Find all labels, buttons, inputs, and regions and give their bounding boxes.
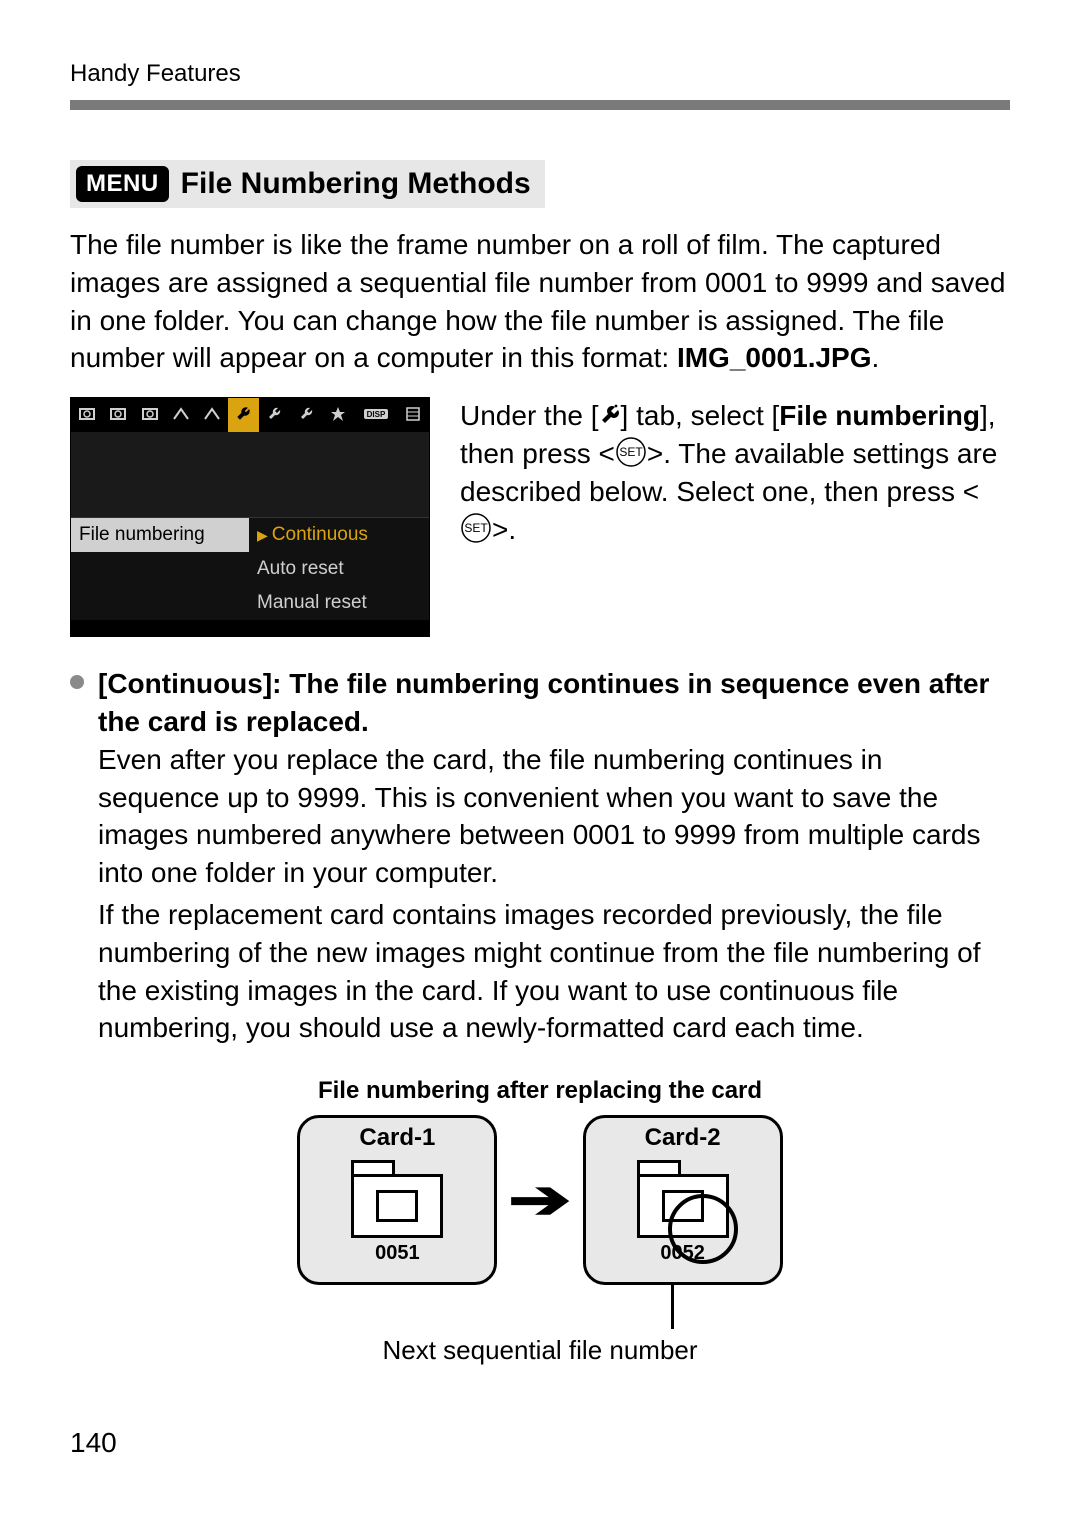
menu-row-option: Auto reset [71,552,429,586]
instructions-text: Under the [ ] tab, select [File numbering… [460,397,1010,637]
wrench-icon [599,403,621,429]
menu-option-manual-reset: Manual reset [249,592,429,614]
card-1: Card-1 0051 [297,1115,497,1285]
menu-row-label: File numbering [71,518,249,552]
menu-tab-icon [134,398,165,432]
lead-line [671,1285,674,1329]
menu-tab-wrench-icon [228,398,259,432]
svg-text:SET: SET [464,521,488,535]
diagram-caption: Next sequential file number [382,1335,697,1366]
menu-option-auto-reset: Auto reset [249,558,429,580]
menu-row-label-empty [71,586,249,620]
intro-text-tail: . [872,342,880,373]
page-number: 140 [70,1427,117,1459]
section-heading: MENU File Numbering Methods [70,160,545,208]
folder-icon [637,1160,729,1238]
menu-row-option: Manual reset [71,586,429,620]
bullet-continuous: [Continuous]: The file numbering continu… [70,665,1010,1047]
bullet-dot-icon [70,675,84,689]
menu-and-instructions: DISP File numbering ▶ Continuous Auto re… [70,397,1010,637]
menu-tab-icon [71,398,102,432]
card-1-label: Card-1 [359,1124,435,1152]
instr-b: ] tab, select [ [621,400,780,431]
bullet-paragraph-2: If the replacement card contains images … [98,896,1010,1047]
triangle-right-icon: ▶ [257,527,268,544]
menu-option-continuous: Continuous [272,524,368,546]
file-rect-icon [662,1190,704,1222]
menu-tab-icon [291,398,322,432]
instr-a: Under the [ [460,400,599,431]
page: Handy Features MENU File Numbering Metho… [0,0,1080,1521]
card-1-number: 0051 [375,1242,420,1265]
svg-text:DISP: DISP [366,410,385,419]
menu-tab-icon [197,398,228,432]
card-2-number: 0052 [660,1242,705,1265]
menu-row-value: ▶ Continuous [249,524,429,546]
arrow-right-icon: ➔ [508,1173,571,1227]
menu-badge: MENU [76,166,169,202]
menu-body: File numbering ▶ Continuous Auto reset M… [71,432,429,636]
menu-spacer [71,432,429,518]
camera-menu-screenshot: DISP File numbering ▶ Continuous Auto re… [70,397,430,637]
diagram-title: File numbering after replacing the card [318,1077,762,1105]
set-button-icon: SET [460,512,492,544]
instr-c: File numbering [779,400,980,431]
menu-tab-icon [398,398,429,432]
menu-row-label-empty [71,552,249,586]
bullet-paragraph-1: Even after you replace the card, the fil… [98,741,1010,892]
menu-tab-icon [102,398,133,432]
breadcrumb: Handy Features [70,60,1010,88]
menu-tab-icon: DISP [354,398,398,432]
filename-example: IMG_0001.JPG [677,342,872,373]
folder-icon [351,1160,443,1238]
menu-row-file-numbering: File numbering ▶ Continuous [71,518,429,552]
menu-tab-strip: DISP [71,398,429,432]
svg-text:SET: SET [619,445,643,459]
cards-row: Card-1 0051 ➔ Card-2 0052 [297,1115,782,1285]
bullet-body: [Continuous]: The file numbering continu… [98,665,1010,1047]
instr-f: >. [492,514,516,545]
menu-tab-icon [165,398,196,432]
menu-tab-icon [322,398,353,432]
menu-footer [71,620,429,636]
menu-tab-icon [259,398,290,432]
header-rule [70,100,1010,110]
file-rect-icon [376,1190,418,1222]
card-2-label: Card-2 [645,1124,721,1152]
set-button-icon: SET [615,436,647,468]
diagram: File numbering after replacing the card … [70,1077,1010,1366]
bullet-heading: [Continuous]: The file numbering continu… [98,665,1010,741]
intro-paragraph: The file number is like the frame number… [70,226,1010,377]
section-title: File Numbering Methods [181,167,531,201]
card-2: Card-2 0052 [583,1115,783,1285]
